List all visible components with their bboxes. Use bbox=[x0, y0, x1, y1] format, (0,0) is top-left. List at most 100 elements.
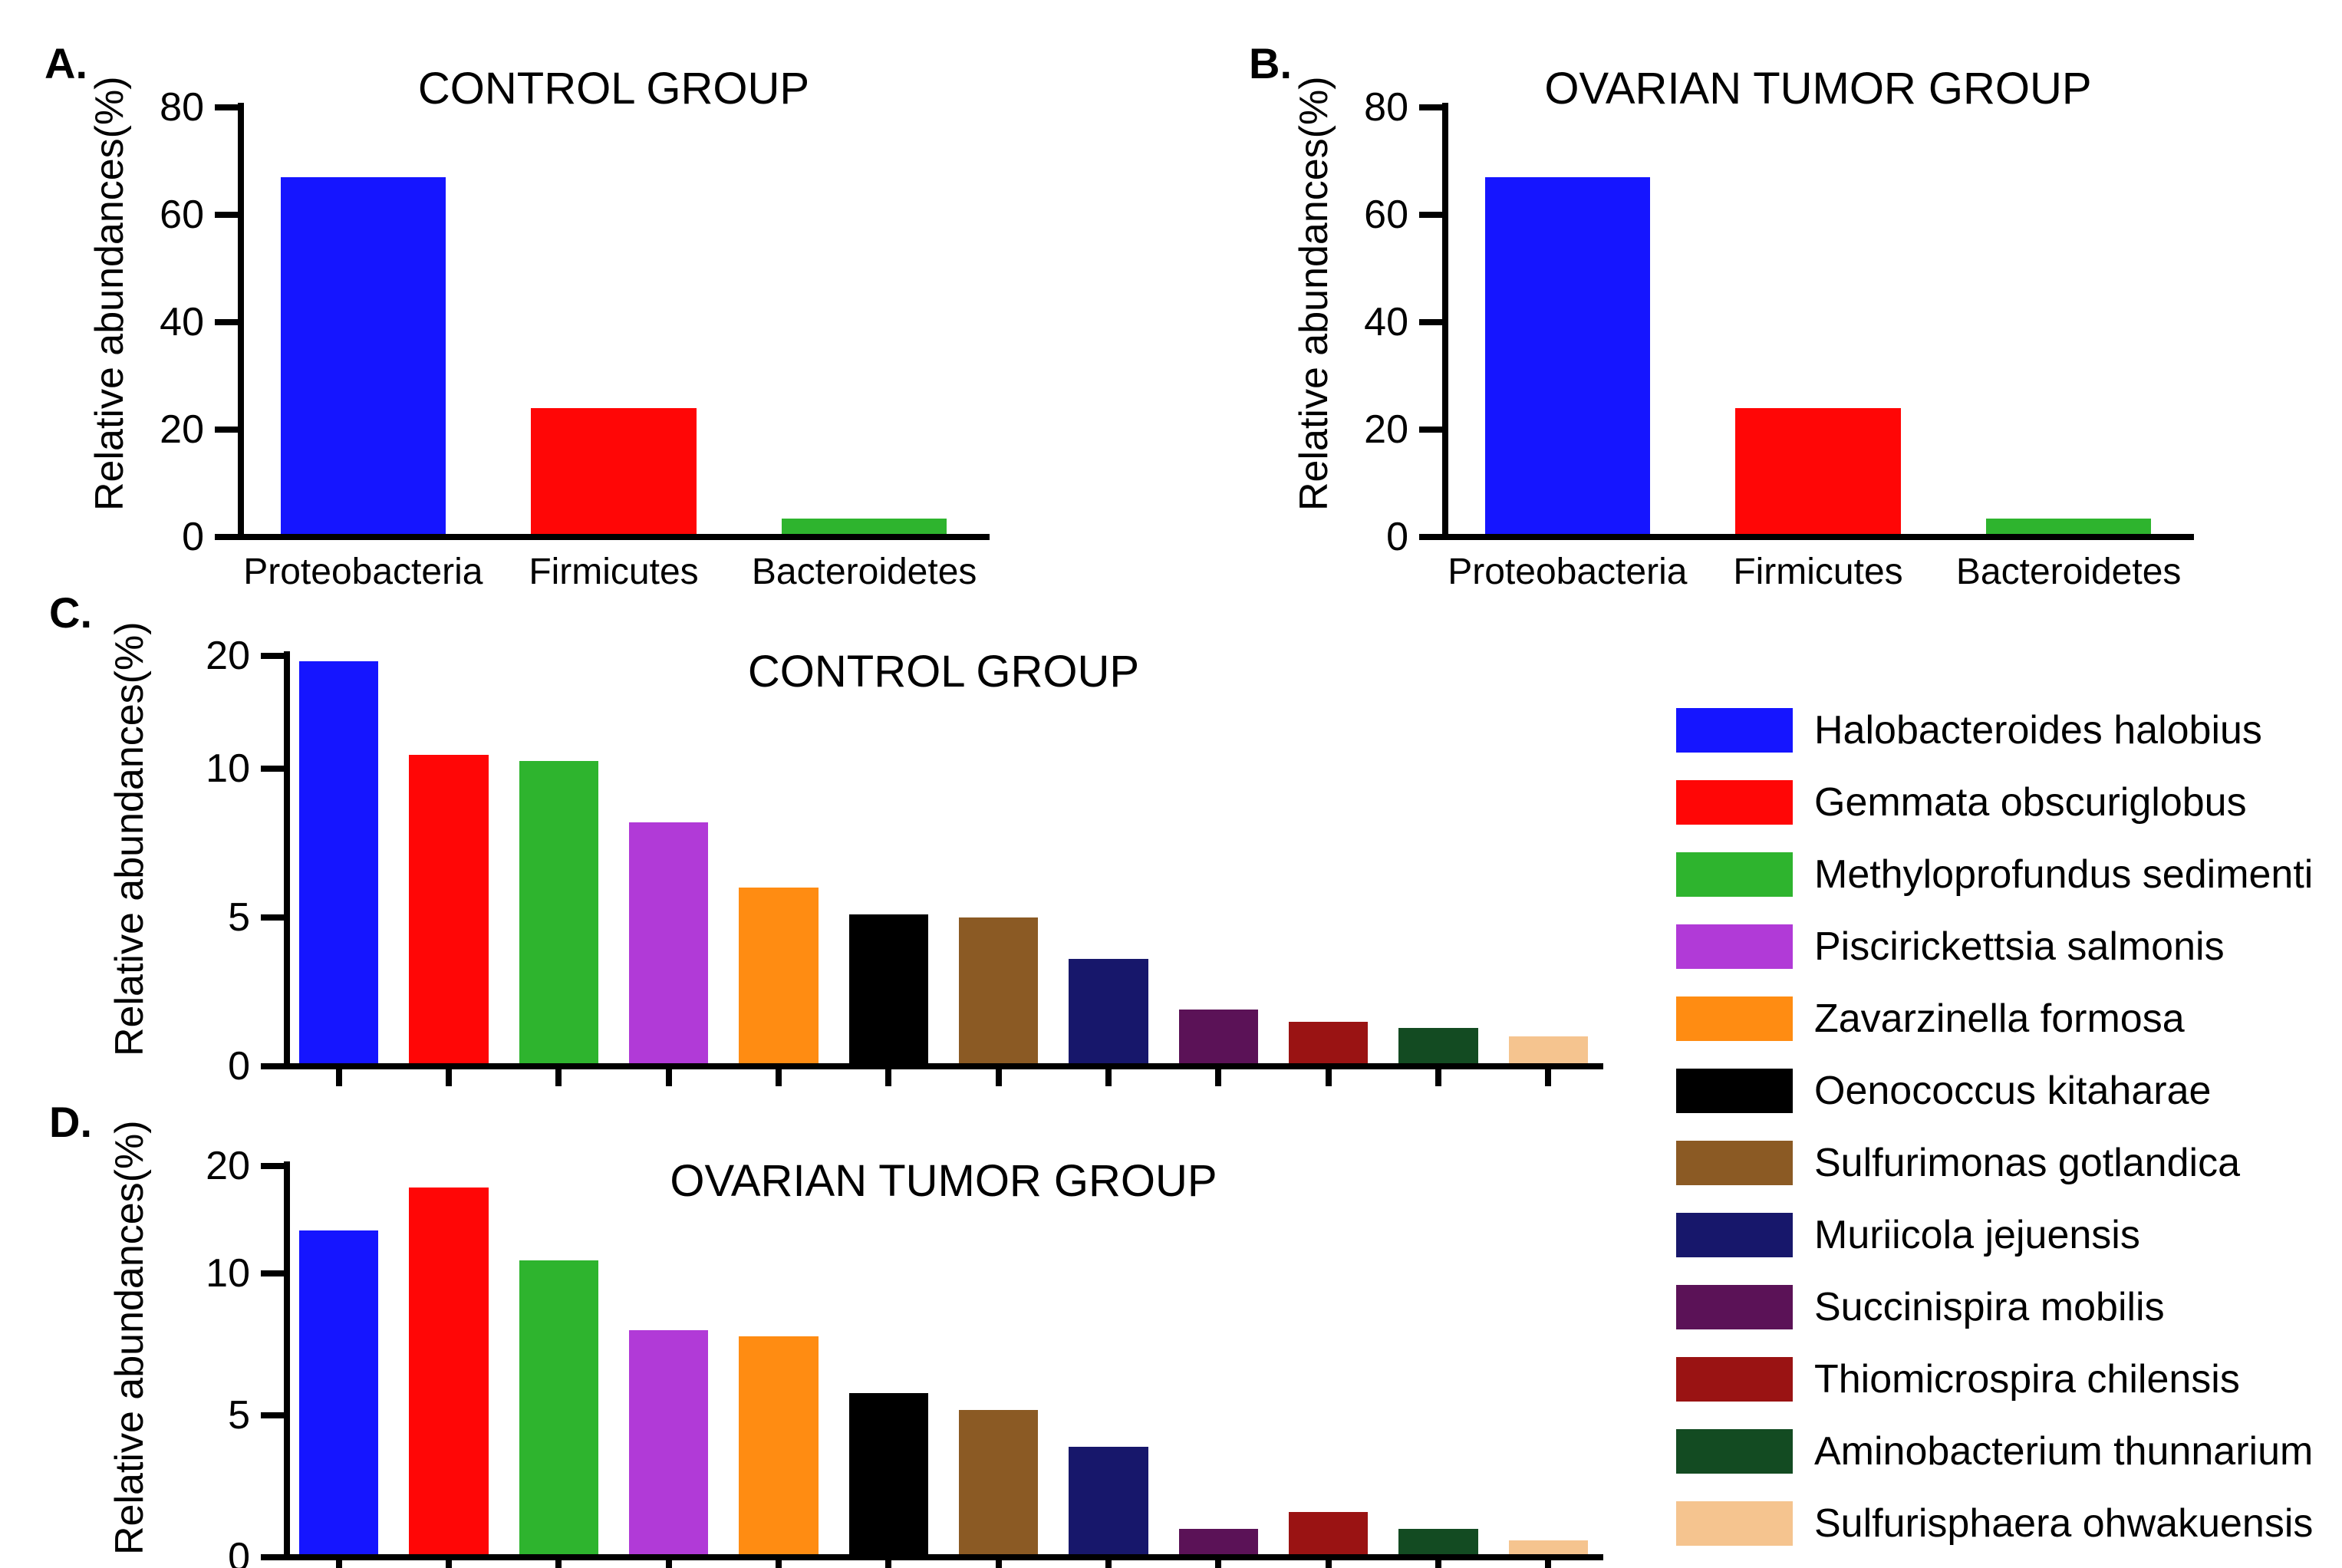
legend-swatch bbox=[1676, 1069, 1793, 1113]
y-tick-mark bbox=[261, 766, 284, 772]
bar-sulfurisphaera-ohwakuensis bbox=[1508, 1540, 1588, 1557]
y-axis-line bbox=[1442, 103, 1448, 540]
y-tick-label: 0 bbox=[228, 1044, 250, 1089]
legend-item: Succinispira mobilis bbox=[1676, 1271, 2342, 1343]
legend-swatch bbox=[1676, 1213, 1793, 1257]
y-axis-line bbox=[284, 1161, 290, 1560]
bar-muriicola-jejuensis bbox=[1069, 959, 1148, 1066]
legend-item: Sulfurisphaera ohwakuensis bbox=[1676, 1487, 2342, 1560]
y-tick-mark bbox=[215, 534, 238, 540]
legend-swatch bbox=[1676, 780, 1793, 825]
y-axis-line bbox=[238, 103, 244, 540]
y-tick-mark bbox=[1419, 319, 1442, 325]
legend-item: Muriicola jejuensis bbox=[1676, 1199, 2342, 1271]
y-tick-label: 5 bbox=[228, 895, 250, 940]
panel-c-plot-area: 0 5 10 20 bbox=[206, 636, 1603, 1086]
bar-zavarzinella-formosa bbox=[739, 1336, 819, 1557]
panel-d-letter: D. bbox=[49, 1098, 92, 1146]
legend-label: Muriicola jejuensis bbox=[1814, 1213, 2140, 1257]
panel-a-y-axis-label: Relative abundances(%) bbox=[87, 76, 132, 511]
legend-label: Oenococcus kitaharae bbox=[1814, 1069, 2212, 1113]
legend-label: Halobacteroides halobius bbox=[1814, 708, 2262, 753]
x-tick-mark bbox=[1215, 1560, 1222, 1568]
y-tick-label: 20 bbox=[1364, 407, 1408, 452]
y-tick-label: 0 bbox=[228, 1535, 250, 1568]
y-tick-label: 20 bbox=[160, 407, 204, 452]
y-tick-label: 5 bbox=[228, 1393, 250, 1438]
legend-item: Thiomicrospira chilensis bbox=[1676, 1343, 2342, 1415]
y-tick-label: 10 bbox=[206, 1251, 250, 1296]
y-tick-label: 0 bbox=[1386, 515, 1408, 559]
y-tick-label: 80 bbox=[160, 85, 204, 130]
bar-sulfurimonas-gotlandica bbox=[959, 1409, 1039, 1557]
y-tick-mark bbox=[1419, 104, 1442, 110]
y-tick-mark bbox=[261, 1163, 284, 1169]
x-category-label: Firmicutes bbox=[1733, 552, 1903, 592]
x-tick-mark bbox=[1105, 1560, 1112, 1568]
x-tick-mark bbox=[1545, 1069, 1552, 1086]
legend-label: Thiomicrospira chilensis bbox=[1814, 1357, 2240, 1402]
legend-swatch bbox=[1676, 1357, 1793, 1402]
y-tick-mark bbox=[1419, 534, 1442, 540]
y-tick-label: 20 bbox=[206, 634, 250, 678]
panel-c-letter: C. bbox=[49, 588, 92, 637]
x-tick-mark bbox=[1215, 1069, 1222, 1086]
bar-firmicutes bbox=[531, 408, 697, 537]
legend-item: Zavarzinella formosa bbox=[1676, 983, 2342, 1055]
legend-label: Sulfurimonas gotlandica bbox=[1814, 1141, 2240, 1185]
y-tick-label: 0 bbox=[182, 515, 204, 559]
y-tick-mark bbox=[261, 1554, 284, 1560]
x-tick-mark bbox=[776, 1069, 782, 1086]
bar-bacteroidetes bbox=[781, 518, 947, 537]
x-tick-mark bbox=[1325, 1560, 1332, 1568]
y-tick-mark bbox=[261, 653, 284, 659]
bar-bacteroidetes bbox=[1985, 518, 2152, 537]
legend-item: Oenococcus kitaharae bbox=[1676, 1055, 2342, 1127]
x-category-label: Proteobacteria bbox=[1448, 552, 1688, 592]
x-axis-line bbox=[284, 1063, 1603, 1069]
y-axis-line bbox=[284, 651, 290, 1069]
legend-label: Zavarzinella formosa bbox=[1814, 996, 2185, 1041]
bar-succinispira-mobilis bbox=[1178, 1529, 1258, 1557]
legend-swatch bbox=[1676, 996, 1793, 1041]
y-tick-label: 40 bbox=[160, 300, 204, 344]
bar-thiomicrospira-chilensis bbox=[1289, 1511, 1369, 1557]
legend-swatch bbox=[1676, 852, 1793, 897]
panel-b-letter: B. bbox=[1249, 39, 1292, 87]
legend-item: Sulfurimonas gotlandica bbox=[1676, 1127, 2342, 1199]
legend-label: Methyloprofundus sedimenti bbox=[1814, 852, 2314, 897]
y-tick-label: 60 bbox=[160, 193, 204, 237]
legend-label: Aminobacterium thunnarium bbox=[1814, 1429, 2314, 1474]
x-tick-mark bbox=[446, 1560, 452, 1568]
x-tick-mark bbox=[1435, 1560, 1441, 1568]
bar-oenococcus-kitaharae bbox=[848, 914, 928, 1066]
bar-sulfurimonas-gotlandica bbox=[959, 917, 1039, 1066]
panel-b-y-axis-label: Relative abundances(%) bbox=[1292, 76, 1336, 511]
bar-piscirickettsia-salmonis bbox=[629, 1330, 709, 1557]
legend-item: Piscirickettsia salmonis bbox=[1676, 911, 2342, 983]
y-tick-label: 60 bbox=[1364, 193, 1408, 237]
x-category-label: Firmicutes bbox=[529, 552, 699, 592]
x-tick-mark bbox=[885, 1069, 892, 1086]
bar-oenococcus-kitaharae bbox=[848, 1392, 928, 1557]
legend-item: Aminobacterium thunnarium bbox=[1676, 1415, 2342, 1487]
y-tick-mark bbox=[215, 319, 238, 325]
panel-a-letter: A. bbox=[44, 39, 87, 87]
bar-aminobacterium-thunnarium bbox=[1398, 1027, 1478, 1066]
legend-swatch bbox=[1676, 1429, 1793, 1474]
bar-halobacteroides-halobius bbox=[299, 661, 379, 1066]
x-tick-mark bbox=[776, 1560, 782, 1568]
legend-swatch bbox=[1676, 924, 1793, 969]
x-tick-mark bbox=[555, 1560, 562, 1568]
bar-proteobacteria bbox=[1484, 177, 1651, 537]
x-tick-mark bbox=[665, 1069, 672, 1086]
x-axis-line bbox=[1442, 534, 2194, 540]
x-category-label: Proteobacteria bbox=[243, 552, 483, 592]
x-tick-mark bbox=[446, 1069, 452, 1086]
y-tick-mark bbox=[215, 427, 238, 433]
bar-sulfurisphaera-ohwakuensis bbox=[1508, 1036, 1588, 1066]
panel-c-title: CONTROL GROUP bbox=[747, 647, 1140, 697]
panel-b-title: OVARIAN TUMOR GROUP bbox=[1544, 64, 2092, 114]
bar-gemmata-obscuriglobus bbox=[409, 1188, 489, 1557]
